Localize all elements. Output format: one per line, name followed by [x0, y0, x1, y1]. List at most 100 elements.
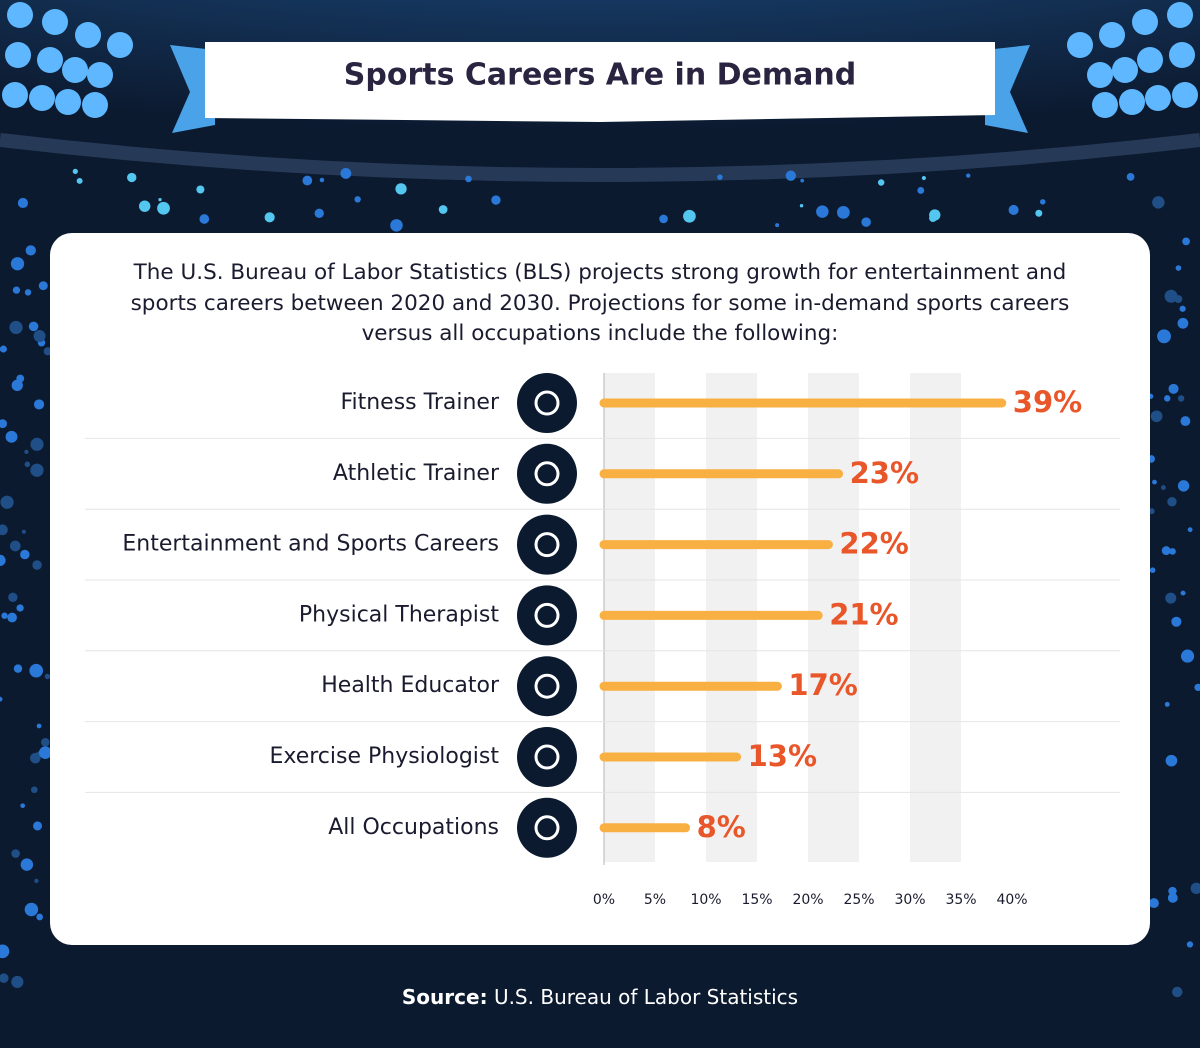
light — [37, 47, 63, 73]
sparkle — [1180, 416, 1191, 427]
light — [42, 9, 68, 35]
icon-glyph — [534, 461, 560, 487]
category-icon — [517, 514, 577, 575]
sparkle — [1161, 546, 1171, 556]
subtitle: The U.S. Bureau of Labor Statistics (BLS… — [130, 260, 1070, 346]
sparkle — [11, 849, 20, 858]
sparkle — [10, 257, 25, 271]
light — [7, 2, 33, 28]
light — [1099, 22, 1125, 48]
ribbon-tail — [985, 45, 1030, 133]
source-text: U.S. Bureau of Labor Statistics — [494, 985, 798, 1009]
category-label: Entertainment and Sports Careers — [122, 532, 499, 557]
sparkle — [1171, 616, 1182, 627]
category-label: Athletic Trainer — [333, 461, 500, 486]
sparkle — [36, 723, 42, 729]
sparkle — [0, 345, 7, 353]
light — [82, 92, 108, 118]
sparkle — [861, 217, 871, 227]
sparkle — [12, 286, 21, 294]
sparkle — [659, 214, 668, 224]
x-tick-label: 35% — [945, 892, 976, 908]
sparkle — [1035, 209, 1043, 217]
sparkle — [34, 878, 39, 884]
sparkle — [465, 175, 472, 183]
light — [1172, 82, 1198, 108]
light — [1132, 9, 1158, 35]
sparkle — [127, 172, 137, 183]
sparkle — [800, 178, 805, 183]
sparkle — [0, 696, 3, 702]
sparkle — [1008, 204, 1019, 215]
x-tick-label: 10% — [690, 892, 721, 908]
sparkle — [1177, 395, 1185, 402]
sparkle — [340, 168, 352, 179]
sparkle — [929, 214, 937, 222]
sparkle — [9, 540, 21, 552]
chart-title: Sports Careers Are in Demand — [344, 58, 856, 93]
category-label: Physical Therapist — [299, 602, 499, 627]
category-icon — [517, 797, 577, 858]
sparkle — [38, 281, 48, 291]
sparkle — [20, 549, 30, 560]
sparkle — [76, 177, 83, 184]
source: Source: U.S. Bureau of Labor Statistics — [402, 985, 798, 1009]
sparkle — [491, 195, 501, 205]
sparkle — [1172, 986, 1183, 998]
sparkle — [1174, 295, 1183, 304]
x-tick-label: 30% — [894, 892, 925, 908]
sparkle — [1165, 592, 1177, 604]
sparkle — [0, 554, 6, 567]
sparkle — [21, 529, 26, 534]
sparkle — [38, 746, 52, 760]
light — [1137, 47, 1163, 73]
light — [107, 32, 133, 58]
category-icon — [517, 443, 577, 504]
category-label: Health Educator — [321, 673, 500, 698]
light — [55, 89, 81, 115]
category-icon — [517, 727, 577, 787]
sparkle — [1179, 305, 1186, 312]
sparkle — [1152, 479, 1157, 485]
sparkle — [30, 786, 38, 794]
value-label: 17% — [788, 668, 857, 702]
sparkle — [24, 461, 31, 468]
sparkle — [33, 821, 43, 831]
sparkle — [17, 197, 29, 209]
light — [5, 42, 31, 68]
sparkle — [20, 858, 34, 871]
sparkle — [24, 902, 39, 917]
category-icon — [517, 656, 577, 717]
sparkle — [28, 321, 39, 332]
value-label: 8% — [697, 810, 746, 844]
sparkle — [25, 245, 36, 256]
light — [1092, 92, 1118, 118]
category-icon — [517, 373, 577, 433]
sparkle — [33, 399, 45, 410]
sparkle — [438, 205, 448, 214]
sparkle — [32, 560, 42, 570]
sparkle — [390, 219, 403, 232]
sparkle — [72, 168, 78, 175]
sparkle — [41, 738, 50, 747]
sparkle — [836, 205, 850, 219]
light — [1169, 42, 1195, 68]
sparkle — [196, 185, 205, 194]
sparkle — [314, 208, 324, 219]
sparkle — [1194, 683, 1200, 692]
sparkle — [30, 437, 44, 451]
x-tick-label: 15% — [741, 892, 772, 908]
sparkle — [1182, 237, 1190, 246]
icon-glyph — [534, 602, 560, 628]
sparkle — [199, 214, 210, 224]
sparkle — [354, 196, 361, 203]
sparkle — [8, 592, 18, 602]
sparkle — [1164, 701, 1170, 707]
sparkle — [877, 179, 885, 186]
icon-glyph — [534, 673, 560, 699]
sparkle — [1167, 497, 1177, 507]
sparkle — [966, 173, 971, 178]
sparkle — [0, 524, 8, 536]
sparkle — [7, 612, 17, 623]
